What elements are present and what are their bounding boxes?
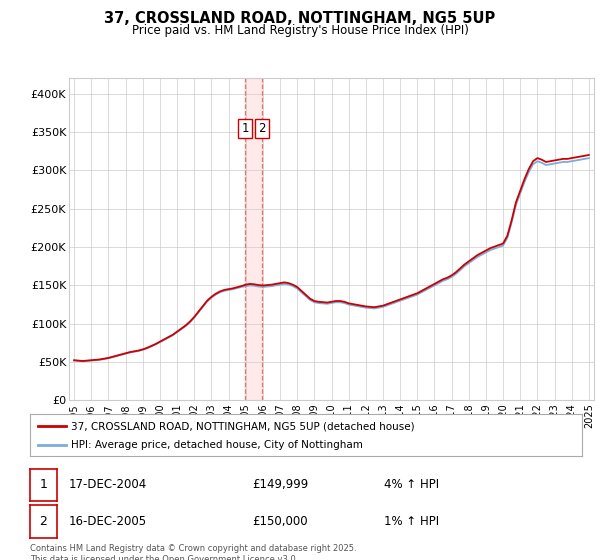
Bar <box>245 78 262 400</box>
Text: 2: 2 <box>259 122 266 135</box>
Text: Price paid vs. HM Land Registry's House Price Index (HPI): Price paid vs. HM Land Registry's House … <box>131 24 469 36</box>
Text: 4% ↑ HPI: 4% ↑ HPI <box>384 478 439 492</box>
Text: 1% ↑ HPI: 1% ↑ HPI <box>384 515 439 528</box>
Text: 37, CROSSLAND ROAD, NOTTINGHAM, NG5 5UP (detached house): 37, CROSSLAND ROAD, NOTTINGHAM, NG5 5UP … <box>71 421 415 431</box>
Text: 1: 1 <box>40 478 47 492</box>
Text: 1: 1 <box>241 122 249 135</box>
Text: £149,999: £149,999 <box>252 478 308 492</box>
Text: HPI: Average price, detached house, City of Nottingham: HPI: Average price, detached house, City… <box>71 440 363 450</box>
Text: 17-DEC-2004: 17-DEC-2004 <box>69 478 147 492</box>
Text: 16-DEC-2005: 16-DEC-2005 <box>69 515 147 528</box>
Text: 37, CROSSLAND ROAD, NOTTINGHAM, NG5 5UP: 37, CROSSLAND ROAD, NOTTINGHAM, NG5 5UP <box>104 11 496 26</box>
Text: Contains HM Land Registry data © Crown copyright and database right 2025.
This d: Contains HM Land Registry data © Crown c… <box>30 544 356 560</box>
Text: £150,000: £150,000 <box>252 515 308 528</box>
Text: 2: 2 <box>40 515 47 528</box>
